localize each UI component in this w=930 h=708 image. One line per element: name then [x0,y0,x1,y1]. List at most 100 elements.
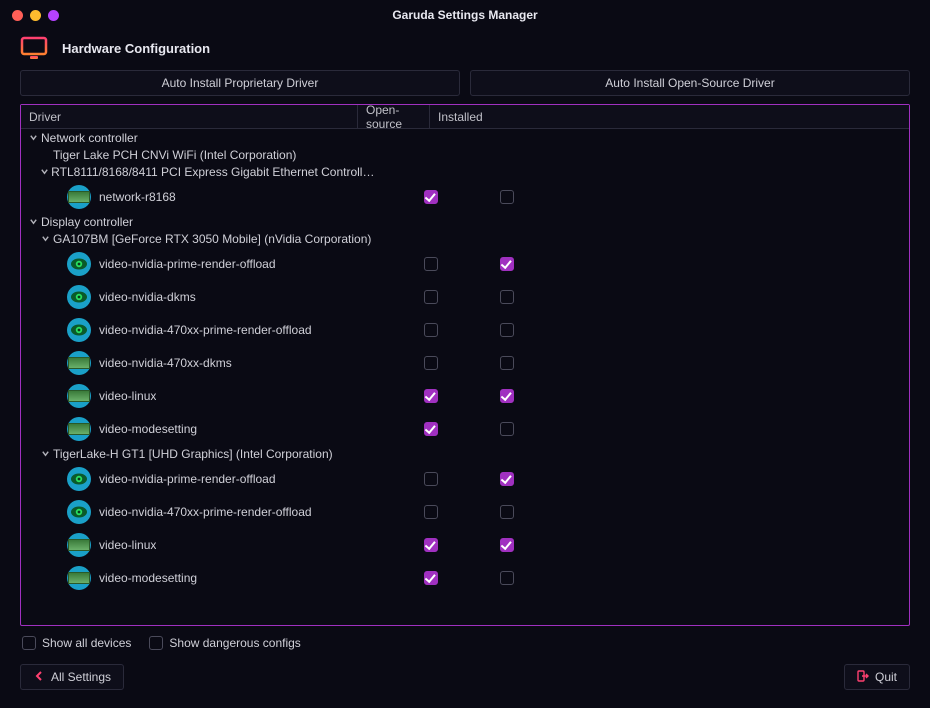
traffic-lights [0,10,59,21]
driver-icon [67,384,91,408]
driver-icon [67,252,91,276]
driver-icon [67,533,91,557]
tree-group-network[interactable]: Network controller [21,129,909,146]
opensource-checkbox[interactable] [424,472,438,486]
display-icon [20,36,48,60]
installed-checkbox[interactable] [500,472,514,486]
close-window-button[interactable] [12,10,23,21]
opensource-checkbox[interactable] [424,422,438,436]
opensource-checkbox[interactable] [424,190,438,204]
tree-item-intel[interactable]: TigerLake-H GT1 [UHD Graphics] (Intel Co… [21,445,909,462]
installed-checkbox[interactable] [500,190,514,204]
show-all-devices-checkbox[interactable] [22,636,36,650]
driver-icon [67,467,91,491]
chevron-down-icon[interactable] [39,448,51,460]
quit-button[interactable]: Quit [844,664,910,690]
minimize-window-button[interactable] [30,10,41,21]
installed-checkbox[interactable] [500,538,514,552]
chevron-left-icon [33,670,45,685]
quit-label: Quit [875,670,897,684]
tree-label: Network controller [41,131,138,145]
tree-driver-intel-1[interactable]: video-nvidia-470xx-prime-render-offload [21,495,909,528]
tree-header: Driver Open-source Installed [21,105,909,129]
driver-label: video-modesetting [99,422,197,436]
driver-label: video-linux [99,538,156,552]
driver-label: video-linux [99,389,156,403]
opensource-checkbox[interactable] [424,323,438,337]
show-all-devices-option[interactable]: Show all devices [22,636,131,650]
driver-label: network-r8168 [99,190,176,204]
show-dangerous-configs-option[interactable]: Show dangerous configs [149,636,300,650]
all-settings-button[interactable]: All Settings [20,664,124,690]
installed-checkbox[interactable] [500,356,514,370]
show-all-devices-label: Show all devices [42,636,131,650]
tree-label: GA107BM [GeForce RTX 3050 Mobile] (nVidi… [53,232,371,246]
tree-driver-r8168[interactable]: network-r8168 [21,180,909,213]
tree-driver-nvidia-3[interactable]: video-nvidia-470xx-dkms [21,346,909,379]
chevron-down-icon[interactable] [39,166,49,178]
installed-checkbox[interactable] [500,571,514,585]
driver-label: video-modesetting [99,571,197,585]
chevron-down-icon[interactable] [27,216,39,228]
opensource-checkbox[interactable] [424,356,438,370]
installed-checkbox[interactable] [500,505,514,519]
chevron-down-icon[interactable] [27,132,39,144]
tree-driver-nvidia-4[interactable]: video-linux [21,379,909,412]
driver-icon [67,185,91,209]
driver-label: video-nvidia-dkms [99,290,196,304]
auto-install-proprietary-button[interactable]: Auto Install Proprietary Driver [20,70,460,96]
driver-icon [67,351,91,375]
tree-driver-nvidia-1[interactable]: video-nvidia-dkms [21,280,909,313]
auto-install-opensource-button[interactable]: Auto Install Open-Source Driver [470,70,910,96]
driver-icon [67,285,91,309]
bottom-options: Show all devices Show dangerous configs [0,626,930,650]
driver-icon [67,417,91,441]
driver-tree: Driver Open-source Installed Network con… [20,104,910,626]
tree-driver-nvidia-0[interactable]: video-nvidia-prime-render-offload [21,247,909,280]
tree-driver-intel-0[interactable]: video-nvidia-prime-render-offload [21,462,909,495]
tree-label: TigerLake-H GT1 [UHD Graphics] (Intel Co… [53,447,333,461]
tree-driver-nvidia-5[interactable]: video-modesetting [21,412,909,445]
all-settings-label: All Settings [51,670,111,684]
tree-item-nvidia[interactable]: GA107BM [GeForce RTX 3050 Mobile] (nVidi… [21,230,909,247]
opensource-checkbox[interactable] [424,571,438,585]
tree-item-wifi[interactable]: Tiger Lake PCH CNVi WiFi (Intel Corporat… [21,146,909,163]
column-header-installed[interactable]: Installed [430,105,909,128]
installed-checkbox[interactable] [500,257,514,271]
installed-checkbox[interactable] [500,323,514,337]
driver-icon [67,500,91,524]
installed-checkbox[interactable] [500,389,514,403]
chevron-down-icon[interactable] [39,233,51,245]
tree-label: Display controller [41,215,133,229]
install-button-row: Auto Install Proprietary Driver Auto Ins… [0,70,930,104]
tree-item-realtek[interactable]: RTL8111/8168/8411 PCI Express Gigabit Et… [21,163,909,180]
tree-label: Tiger Lake PCH CNVi WiFi (Intel Corporat… [53,148,296,162]
driver-label: video-nvidia-470xx-dkms [99,356,232,370]
opensource-checkbox[interactable] [424,538,438,552]
tree-driver-nvidia-2[interactable]: video-nvidia-470xx-prime-render-offload [21,313,909,346]
maximize-window-button[interactable] [48,10,59,21]
opensource-checkbox[interactable] [424,290,438,304]
driver-label: video-nvidia-470xx-prime-render-offload [99,323,312,337]
show-dangerous-configs-checkbox[interactable] [149,636,163,650]
window-title: Garuda Settings Manager [0,8,930,22]
driver-label: video-nvidia-prime-render-offload [99,472,276,486]
installed-checkbox[interactable] [500,422,514,436]
installed-checkbox[interactable] [500,290,514,304]
window-titlebar: Garuda Settings Manager [0,0,930,30]
opensource-checkbox[interactable] [424,505,438,519]
show-dangerous-configs-label: Show dangerous configs [169,636,300,650]
tree-group-display[interactable]: Display controller [21,213,909,230]
page-header: Hardware Configuration [0,30,930,70]
opensource-checkbox[interactable] [424,257,438,271]
column-header-opensource[interactable]: Open-source [358,105,430,128]
driver-icon [67,318,91,342]
bottom-bar: All Settings Quit [0,650,930,690]
column-header-driver[interactable]: Driver [21,105,358,128]
opensource-checkbox[interactable] [424,389,438,403]
quit-icon [857,670,869,685]
tree-driver-intel-2[interactable]: video-linux [21,528,909,561]
driver-label: video-nvidia-470xx-prime-render-offload [99,505,312,519]
page-title: Hardware Configuration [62,41,210,56]
tree-driver-intel-3[interactable]: video-modesetting [21,561,909,594]
